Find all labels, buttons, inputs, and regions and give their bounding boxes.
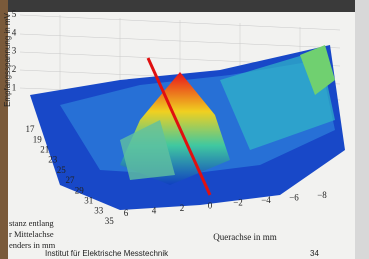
x-tick-label: 4 bbox=[152, 205, 157, 215]
depth-tick-label: 35 bbox=[105, 216, 115, 226]
top-edge bbox=[0, 0, 369, 12]
footer-page: 34 bbox=[310, 249, 319, 258]
right-edge bbox=[355, 0, 369, 259]
depth-tick-label: 25 bbox=[57, 165, 67, 175]
slide-photo: Empfangsspannung in mV 54321171921232527… bbox=[0, 0, 369, 259]
x-tick-label: 0 bbox=[208, 200, 213, 210]
z-tick-label: 1 bbox=[12, 82, 17, 92]
depth-tick-label: 29 bbox=[75, 185, 85, 195]
depth-label-line: stanz entlang bbox=[9, 218, 54, 228]
x-tick-label: −6 bbox=[289, 192, 299, 202]
z-tick-label: 2 bbox=[12, 64, 17, 74]
x-tick-label: −2 bbox=[233, 198, 243, 208]
depth-tick-label: 23 bbox=[48, 155, 58, 165]
depth-tick-label: 19 bbox=[33, 134, 43, 144]
x-tick-label: 2 bbox=[180, 203, 185, 213]
x-tick-label: −8 bbox=[317, 190, 327, 200]
x-tick-label: 6 bbox=[124, 208, 129, 218]
x-axis-label: Querachse in mm bbox=[213, 232, 276, 242]
depth-tick-label: 31 bbox=[84, 195, 93, 205]
z-tick-label: 5 bbox=[12, 9, 17, 19]
depth-tick-label: 33 bbox=[94, 206, 104, 216]
depth-tick-label: 17 bbox=[26, 124, 36, 134]
z-tick-label: 3 bbox=[12, 46, 17, 56]
depth-tick-label: 21 bbox=[40, 144, 49, 154]
depth-label-line: r Mittelachse bbox=[9, 229, 54, 239]
z-tick-label: 4 bbox=[12, 27, 17, 37]
depth-tick-label: 27 bbox=[66, 175, 76, 185]
footer-institute: Institut für Elektrische Messtechnik bbox=[45, 249, 169, 258]
x-tick-label: −4 bbox=[261, 195, 271, 205]
z-axis-label: Empfangsspannung in mV bbox=[3, 12, 12, 107]
